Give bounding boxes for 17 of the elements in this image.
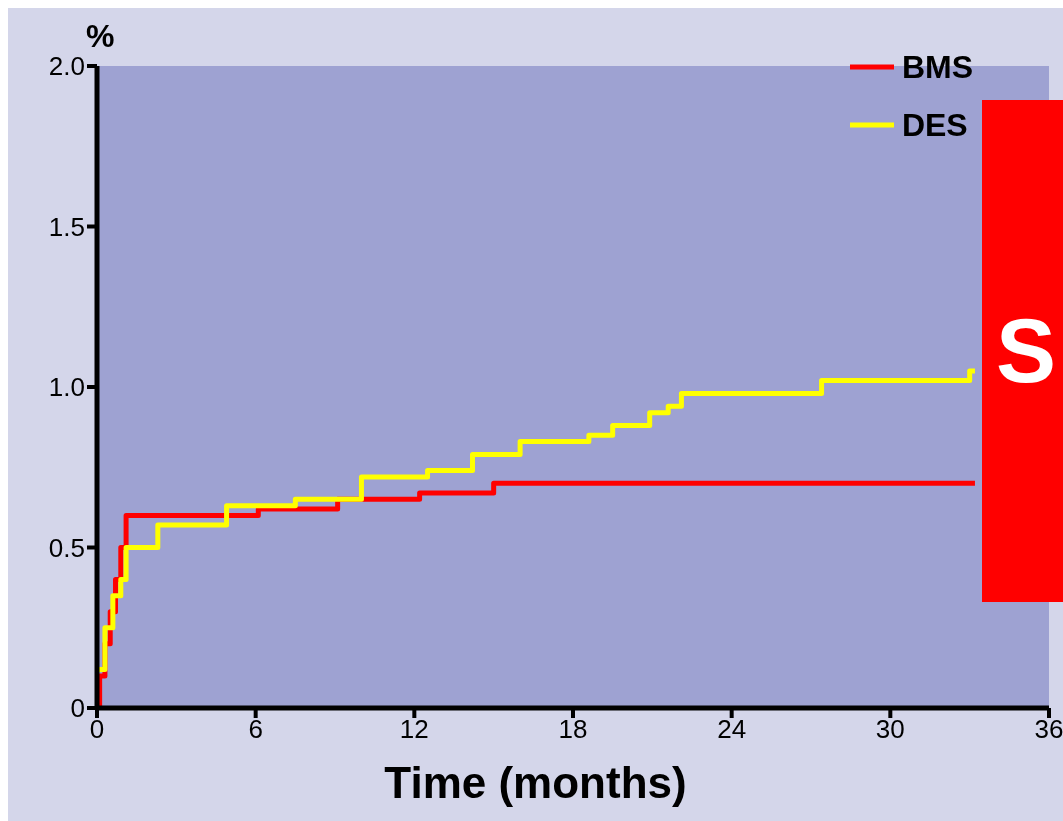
x-tick-label: 30 (875, 714, 905, 745)
y-tick-label: 0.5 (48, 532, 85, 563)
y-tick-label: 1.5 (48, 211, 85, 242)
legend-label: DES (901, 106, 968, 144)
x-tick-label: 24 (717, 714, 747, 745)
x-tick-label: 6 (248, 714, 263, 745)
x-tick-label: 0 (89, 714, 105, 745)
x-tick-label: 18 (558, 714, 588, 745)
y-tick-label: 1.0 (48, 372, 85, 403)
x-axis-title: Time (months) (383, 758, 688, 808)
y-axis-title: % (86, 18, 115, 55)
x-tick-label: 12 (399, 714, 429, 745)
panel: S (982, 100, 1063, 602)
x-tick-label: 36 (1034, 714, 1063, 745)
y-tick-label: 2.0 (48, 51, 85, 82)
y-tick-label: 0 (70, 693, 85, 724)
legend-label: BMS (901, 48, 973, 86)
